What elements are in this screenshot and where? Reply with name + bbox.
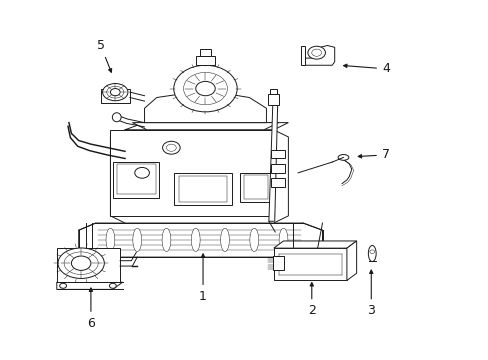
Bar <box>272 256 283 270</box>
Bar <box>195 56 215 65</box>
Ellipse shape <box>64 252 98 274</box>
Circle shape <box>162 141 180 154</box>
Ellipse shape <box>191 228 200 252</box>
Ellipse shape <box>367 246 375 262</box>
Circle shape <box>307 46 325 59</box>
Text: 7: 7 <box>358 148 389 161</box>
Polygon shape <box>79 223 322 257</box>
Circle shape <box>109 283 116 288</box>
Circle shape <box>195 81 215 96</box>
Bar <box>178 176 227 202</box>
Polygon shape <box>125 123 288 130</box>
Bar <box>300 45 305 65</box>
Circle shape <box>166 144 176 151</box>
Bar <box>173 173 232 205</box>
Ellipse shape <box>102 84 128 101</box>
Bar <box>271 178 285 187</box>
Ellipse shape <box>133 228 142 252</box>
Polygon shape <box>144 90 266 123</box>
Circle shape <box>60 283 66 288</box>
Polygon shape <box>273 248 346 280</box>
Bar <box>269 89 276 94</box>
Circle shape <box>173 65 237 112</box>
Bar <box>113 162 159 198</box>
Polygon shape <box>132 123 278 130</box>
Bar <box>271 149 285 158</box>
Ellipse shape <box>220 228 229 252</box>
Bar <box>271 164 285 173</box>
Circle shape <box>311 49 321 56</box>
Bar <box>199 49 211 56</box>
Polygon shape <box>57 282 122 289</box>
Text: 3: 3 <box>366 270 374 318</box>
Ellipse shape <box>337 154 348 160</box>
Circle shape <box>369 250 374 253</box>
Bar <box>117 164 156 194</box>
Bar <box>267 94 278 105</box>
Bar <box>239 173 271 202</box>
Circle shape <box>71 256 91 270</box>
Ellipse shape <box>58 248 104 278</box>
Ellipse shape <box>162 228 170 252</box>
Polygon shape <box>303 45 334 65</box>
Polygon shape <box>273 241 356 248</box>
Text: 2: 2 <box>307 283 315 318</box>
Ellipse shape <box>106 86 123 98</box>
Polygon shape <box>101 89 130 103</box>
Ellipse shape <box>112 113 121 122</box>
Circle shape <box>135 167 149 178</box>
Text: 1: 1 <box>199 254 206 303</box>
Polygon shape <box>110 130 273 216</box>
Text: 4: 4 <box>343 62 389 75</box>
Text: 5: 5 <box>97 39 111 72</box>
Ellipse shape <box>106 228 115 252</box>
Polygon shape <box>110 130 288 223</box>
Ellipse shape <box>249 228 258 252</box>
Polygon shape <box>346 241 356 280</box>
Polygon shape <box>57 248 120 282</box>
Circle shape <box>183 72 227 105</box>
Ellipse shape <box>279 228 287 252</box>
Polygon shape <box>268 105 277 221</box>
Bar <box>243 175 267 199</box>
Circle shape <box>110 89 120 96</box>
Text: 6: 6 <box>87 288 95 330</box>
